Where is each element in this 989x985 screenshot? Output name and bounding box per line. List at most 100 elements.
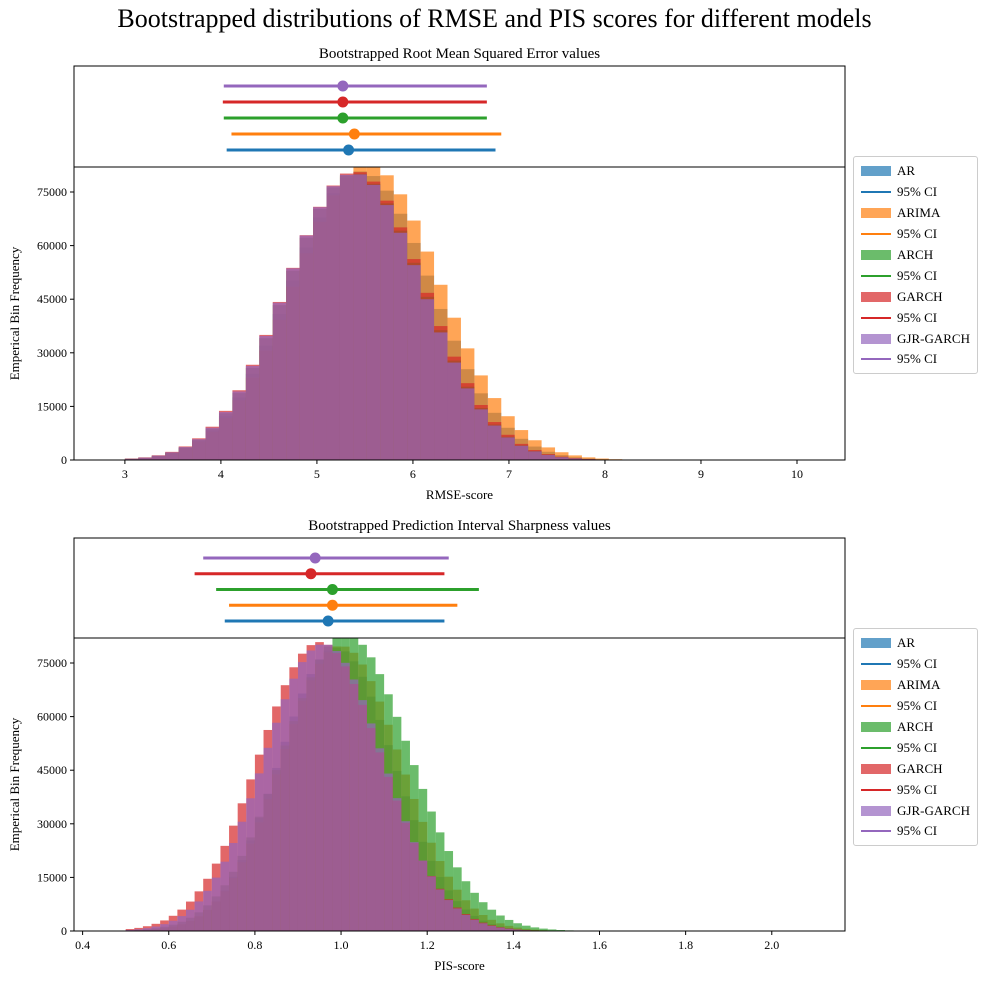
histogram-bar	[504, 919, 514, 931]
y-tick-label: 45000	[37, 763, 67, 777]
histogram-bar	[151, 926, 161, 931]
histogram-bar	[444, 900, 454, 931]
legend-item-ci-ar: 95% CI	[854, 654, 977, 675]
y-tick-label: 30000	[37, 346, 67, 360]
y-tick-label: 0	[61, 453, 67, 467]
histogram-bar	[341, 662, 350, 931]
histogram-bar	[453, 867, 462, 931]
x-tick-label: 0.6	[161, 938, 176, 952]
legend-line	[861, 830, 891, 833]
x-tick-label: 1.4	[506, 938, 521, 952]
legend-item-ci-gjr-garch: 95% CI	[854, 349, 977, 370]
legend-item-ci-arch: 95% CI	[854, 265, 977, 286]
legend-swatch	[861, 291, 891, 302]
y-tick-label: 30000	[37, 817, 67, 831]
histogram-bar	[409, 842, 419, 931]
histogram-bar	[220, 861, 230, 931]
x-tick-label: 10	[791, 467, 803, 481]
histogram-bar	[501, 437, 515, 460]
histogram-bar	[349, 679, 359, 931]
histogram-bar	[521, 925, 531, 931]
x-tick-label: 8	[602, 467, 608, 481]
histogram-bar	[555, 452, 569, 460]
histogram-bar	[541, 454, 556, 460]
histogram-bar	[581, 457, 596, 460]
y-tick-label: 75000	[37, 656, 67, 670]
legend-label: 95% CI	[897, 698, 938, 714]
histogram-bar	[547, 929, 557, 931]
legend-label: 95% CI	[897, 267, 938, 283]
legend-item-garch: GARCH	[854, 286, 977, 307]
histogram-bar	[124, 458, 139, 460]
histogram-bar	[232, 391, 246, 460]
histogram-bar	[447, 362, 461, 460]
histogram-bar	[366, 184, 381, 460]
legend-label: 95% CI	[897, 656, 938, 672]
histogram-bar	[168, 920, 178, 931]
legend-swatch	[861, 638, 891, 649]
histogram-bar	[513, 929, 522, 931]
x-axis-label: RMSE-score	[426, 487, 493, 502]
histogram-bar	[259, 335, 273, 460]
histogram-bar	[339, 174, 354, 460]
legend-label: 95% CI	[897, 184, 938, 200]
histogram-bar	[407, 265, 421, 460]
x-tick-label: 1.0	[334, 938, 349, 952]
x-tick-label: 0.8	[247, 938, 262, 952]
legend-label: AR	[897, 635, 916, 651]
histogram-bar	[205, 427, 219, 460]
histogram-bar	[177, 916, 186, 931]
chart-title: Bootstrapped Root Mean Squared Error val…	[319, 46, 600, 62]
histogram-bar	[427, 811, 436, 931]
legend-label: 95% CI	[897, 226, 938, 242]
histogram-bar	[470, 919, 479, 931]
legend-line	[861, 663, 891, 666]
ci-mean-point-garch	[305, 568, 317, 580]
histogram-series-gjr-garch	[125, 644, 548, 931]
histogram-bar	[568, 455, 582, 460]
histogram-bar	[178, 447, 193, 460]
histogram-bar	[434, 332, 448, 460]
histogram-bar	[358, 700, 367, 931]
histogram-bar	[487, 925, 497, 931]
x-tick-label: 4	[218, 467, 224, 481]
y-tick-label: 45000	[37, 292, 67, 306]
chart-panel-0: Bootstrapped Root Mean Squared Error val…	[7, 46, 846, 502]
histogram-bar	[392, 798, 402, 931]
histogram-bar	[211, 877, 221, 931]
histogram-bar	[478, 923, 488, 931]
legend-label: GARCH	[897, 760, 943, 776]
histogram-bar	[218, 412, 233, 460]
ci-mean-point-ar	[343, 144, 355, 156]
histogram-bar	[539, 928, 548, 931]
legend-item-ci-arima: 95% CI	[854, 696, 977, 717]
histogram-bar	[192, 439, 206, 460]
histogram-bar	[470, 892, 479, 931]
legend-label: AR	[897, 163, 916, 179]
y-tick-label: 60000	[37, 710, 67, 724]
histogram-bar	[323, 644, 333, 931]
x-tick-label: 9	[698, 467, 704, 481]
legend-swatch	[861, 208, 891, 219]
histogram-bar	[530, 927, 540, 931]
histogram-bar	[478, 902, 488, 931]
chart-panel-1: Bootstrapped Prediction Interval Sharpne…	[7, 518, 846, 973]
chart-title: Bootstrapped Prediction Interval Sharpne…	[308, 518, 611, 534]
legend-item-garch: GARCH	[854, 758, 977, 779]
legend-label: 95% CI	[897, 739, 938, 755]
histogram-bar	[237, 821, 247, 931]
histogram-bar	[427, 876, 436, 931]
y-tick-label: 15000	[37, 399, 67, 413]
histogram-bar	[435, 889, 445, 931]
legend-item-ci-garch: 95% CI	[854, 307, 977, 328]
histogram-bar	[165, 452, 179, 460]
histogram-bar	[444, 851, 454, 931]
legend-pis: AR 95% CI ARIMA 95% CI ARCH 95% CI GARCH 95% CI…	[853, 628, 978, 846]
histogram-group	[125, 634, 583, 931]
histogram-bar	[474, 409, 488, 460]
legend-swatch	[861, 763, 891, 774]
legend-label: ARIMA	[897, 677, 941, 693]
x-tick-label: 6	[410, 467, 416, 481]
legend-label: 95% CI	[897, 309, 938, 325]
histogram-bar	[138, 457, 152, 460]
